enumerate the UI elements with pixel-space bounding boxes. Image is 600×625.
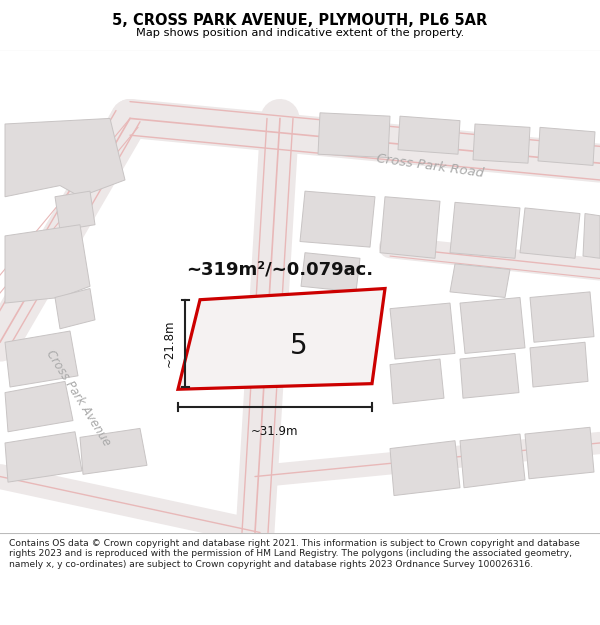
Polygon shape bbox=[450, 264, 510, 298]
Polygon shape bbox=[450, 202, 520, 258]
Text: Cross Park Road: Cross Park Road bbox=[376, 152, 485, 181]
Polygon shape bbox=[530, 292, 594, 342]
Polygon shape bbox=[583, 214, 600, 258]
Polygon shape bbox=[460, 298, 525, 353]
Polygon shape bbox=[390, 359, 444, 404]
Polygon shape bbox=[5, 331, 78, 387]
Polygon shape bbox=[80, 428, 147, 474]
Polygon shape bbox=[460, 353, 519, 398]
Polygon shape bbox=[525, 428, 594, 479]
Text: ~319m²/~0.079ac.: ~319m²/~0.079ac. bbox=[187, 261, 374, 279]
Text: Cross Park Avenue: Cross Park Avenue bbox=[43, 348, 113, 449]
Polygon shape bbox=[380, 197, 440, 258]
Polygon shape bbox=[300, 191, 375, 247]
Polygon shape bbox=[460, 434, 525, 488]
Polygon shape bbox=[398, 116, 460, 154]
Polygon shape bbox=[538, 127, 595, 166]
Polygon shape bbox=[318, 112, 390, 158]
Text: 5: 5 bbox=[290, 332, 308, 360]
Polygon shape bbox=[473, 124, 530, 163]
Text: Map shows position and indicative extent of the property.: Map shows position and indicative extent… bbox=[136, 28, 464, 39]
Polygon shape bbox=[5, 381, 73, 432]
Polygon shape bbox=[520, 208, 580, 258]
Polygon shape bbox=[5, 432, 82, 482]
Polygon shape bbox=[390, 441, 460, 496]
Polygon shape bbox=[178, 289, 385, 389]
Polygon shape bbox=[390, 303, 455, 359]
Polygon shape bbox=[5, 225, 90, 303]
Text: ~21.8m: ~21.8m bbox=[163, 319, 176, 367]
Polygon shape bbox=[55, 191, 95, 231]
Polygon shape bbox=[5, 118, 125, 197]
Polygon shape bbox=[55, 289, 95, 329]
Polygon shape bbox=[530, 342, 588, 387]
Text: 5, CROSS PARK AVENUE, PLYMOUTH, PL6 5AR: 5, CROSS PARK AVENUE, PLYMOUTH, PL6 5AR bbox=[112, 12, 488, 28]
Text: Contains OS data © Crown copyright and database right 2021. This information is : Contains OS data © Crown copyright and d… bbox=[9, 539, 580, 569]
Text: ~31.9m: ~31.9m bbox=[251, 425, 299, 438]
Polygon shape bbox=[301, 253, 360, 292]
